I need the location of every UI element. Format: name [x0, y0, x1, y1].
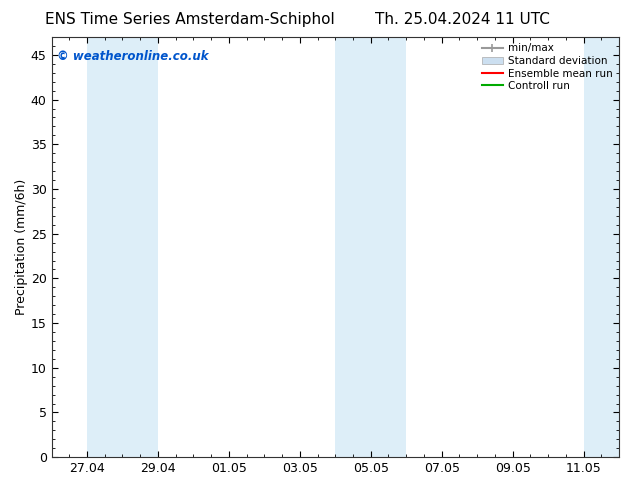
Bar: [583, 37, 619, 457]
Y-axis label: Precipitation (mm/6h): Precipitation (mm/6h): [15, 179, 28, 315]
Text: Th. 25.04.2024 11 UTC: Th. 25.04.2024 11 UTC: [375, 12, 550, 27]
Bar: [87, 37, 158, 457]
Legend: min/max, Standard deviation, Ensemble mean run, Controll run: min/max, Standard deviation, Ensemble me…: [479, 40, 616, 94]
Text: ENS Time Series Amsterdam-Schiphol: ENS Time Series Amsterdam-Schiphol: [45, 12, 335, 27]
Text: © weatheronline.co.uk: © weatheronline.co.uk: [57, 49, 209, 63]
Bar: [335, 37, 406, 457]
